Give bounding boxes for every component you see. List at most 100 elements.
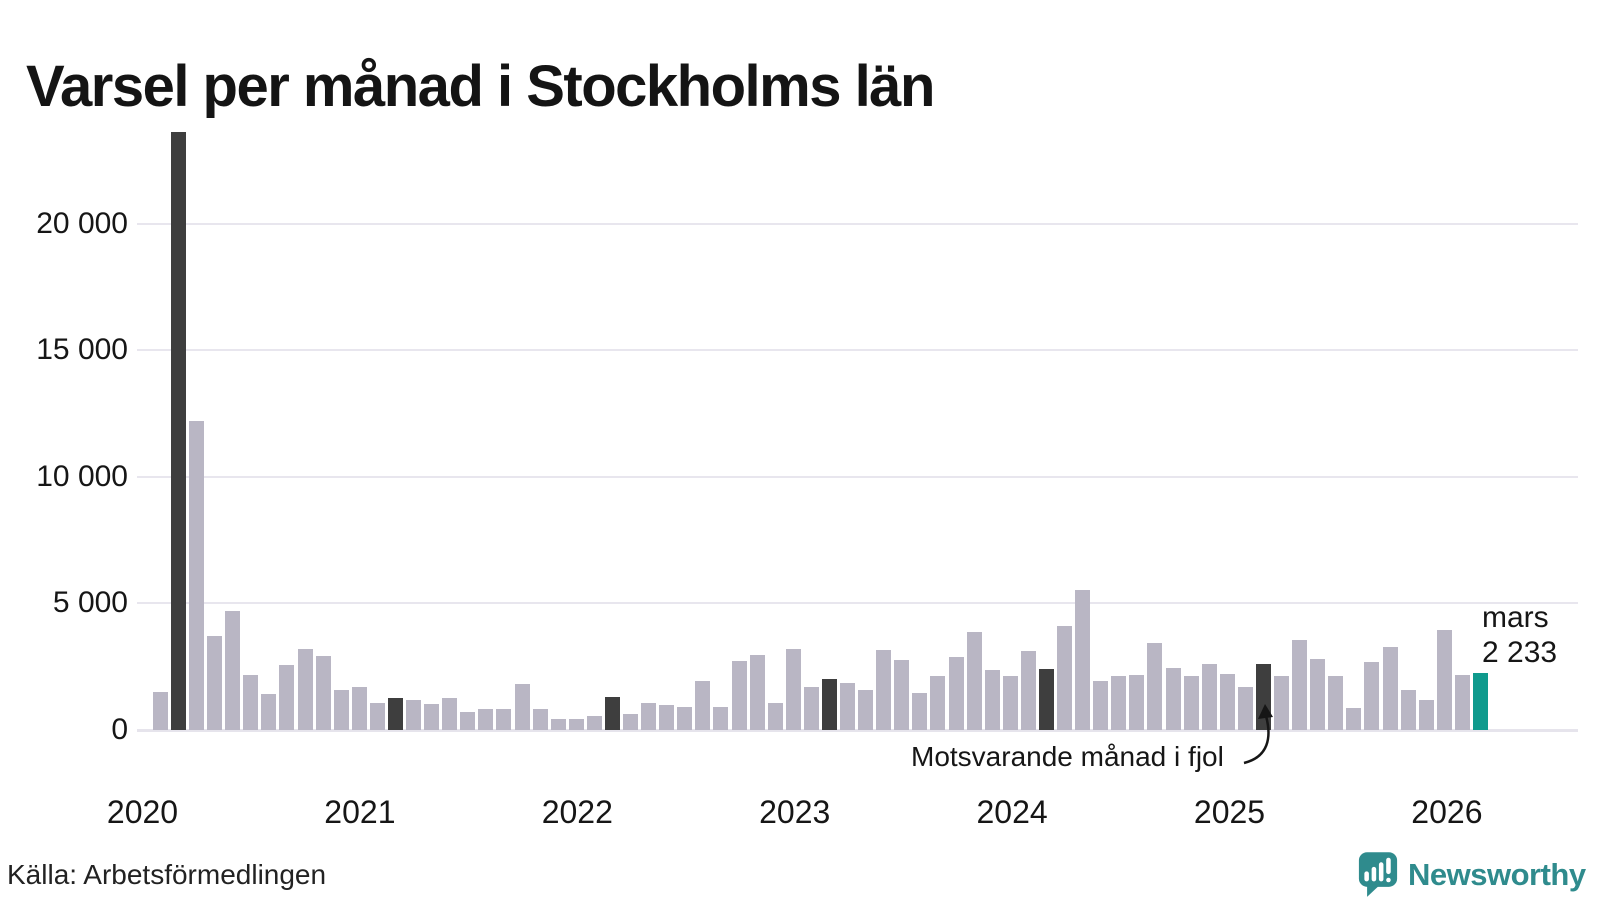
bar-sep-2023 — [930, 676, 946, 730]
bar-sep-2021 — [496, 709, 512, 730]
y-tick-label-5000: 5 000 — [52, 586, 128, 619]
bar-jun-2024 — [1093, 681, 1109, 730]
bar-nov-2020 — [315, 656, 331, 730]
bar-jul-2020 — [243, 675, 259, 730]
bar-okt-2020 — [297, 648, 313, 730]
bar-jan-2026 — [1436, 629, 1452, 730]
x-tick-label-2025: 2025 — [1193, 794, 1266, 830]
bar-sep-2020 — [279, 665, 295, 730]
bar-apr-2021 — [406, 700, 422, 730]
annotation-last-year: Motsvarande månad i fjol — [911, 741, 1224, 772]
bar-aug-2022 — [695, 681, 711, 730]
bar-dec-2023 — [984, 670, 1000, 730]
bar-aug-2025 — [1346, 708, 1362, 730]
bar-aug-2021 — [478, 709, 494, 730]
newsworthy-logo: Newsworthy — [1358, 851, 1598, 899]
bar-mar-2024 — [1038, 668, 1054, 730]
x-tick-label-2026: 2026 — [1411, 794, 1483, 830]
bar-feb-2021 — [369, 702, 385, 730]
bar-jun-2025 — [1310, 658, 1326, 730]
x-tick-label-2021: 2021 — [324, 794, 396, 830]
bar-jan-2025 — [1219, 673, 1235, 730]
bar-apr-2022 — [623, 714, 639, 730]
bar-nov-2022 — [749, 654, 765, 730]
bar-jul-2022 — [677, 706, 693, 730]
bar-mar-2026 — [1472, 673, 1488, 730]
bar-jun-2023 — [876, 649, 892, 730]
bar-jul-2021 — [460, 711, 476, 730]
bar-mar-2020 — [170, 132, 186, 730]
bar-maj-2021 — [424, 704, 440, 730]
page-title: Varsel per månad i Stockholms län — [26, 53, 935, 119]
gridline-20000 — [137, 222, 1578, 225]
bar-maj-2025 — [1292, 639, 1308, 730]
bar-dec-2020 — [333, 690, 349, 730]
bar-feb-2022 — [586, 715, 602, 730]
bar-jun-2020 — [225, 610, 241, 730]
bar-feb-2024 — [1020, 651, 1036, 730]
bar-jan-2024 — [1002, 676, 1018, 730]
current-month-value: 2 233 — [1482, 636, 1558, 669]
x-tick-label-2023: 2023 — [759, 794, 831, 830]
bar-sep-2025 — [1364, 662, 1380, 730]
bar-okt-2023 — [948, 657, 964, 730]
bar-maj-2022 — [641, 702, 657, 730]
bar-jan-2022 — [568, 719, 584, 730]
bar-aug-2024 — [1129, 675, 1145, 730]
bar-feb-2020 — [152, 691, 168, 730]
bar-apr-2020 — [189, 420, 205, 730]
y-tick-label-20000: 20 000 — [36, 206, 128, 240]
x-tick-label-2020: 2020 — [106, 794, 179, 830]
bar-jun-2022 — [659, 705, 675, 730]
bar-nov-2021 — [532, 709, 548, 730]
bar-okt-2022 — [731, 661, 747, 730]
bar-sep-2024 — [1147, 643, 1163, 730]
bar-feb-2025 — [1237, 686, 1253, 730]
bar-okt-2025 — [1382, 647, 1398, 730]
current-month-value-label: mars 2 233 — [1482, 600, 1557, 670]
bar-maj-2024 — [1075, 590, 1091, 730]
bar-apr-2023 — [840, 682, 856, 730]
source-caption: Källa: Arbetsförmedlingen — [7, 859, 327, 890]
bar-jul-2024 — [1111, 676, 1127, 730]
bar-jul-2025 — [1328, 676, 1344, 730]
bar-aug-2023 — [912, 692, 928, 730]
bar-sep-2022 — [713, 706, 729, 730]
bar-dec-2025 — [1418, 700, 1434, 730]
gridline-10000 — [137, 475, 1578, 478]
bar-apr-2025 — [1274, 676, 1290, 730]
y-tick-label-0: 0 — [111, 712, 128, 746]
newsworthy-wordmark: Newsworthy — [1408, 857, 1586, 892]
gridline-15000 — [137, 349, 1578, 351]
bar-mar-2023 — [821, 678, 837, 730]
bar-nov-2023 — [966, 632, 982, 730]
bar-aug-2020 — [261, 694, 277, 730]
bar-jul-2023 — [894, 659, 910, 730]
annotation-arrow-icon — [1243, 704, 1273, 765]
x-tick-label-2022: 2022 — [541, 794, 613, 830]
bar-feb-2023 — [803, 686, 819, 730]
bar-dec-2022 — [767, 702, 783, 730]
gridline-5000 — [137, 602, 1578, 604]
bar-jan-2023 — [785, 648, 801, 730]
x-tick-label-2024: 2024 — [976, 794, 1048, 830]
y-tick-label-10000: 10 000 — [36, 459, 128, 493]
speech-bubble-barchart-icon — [1358, 852, 1398, 897]
bar-jun-2021 — [442, 697, 458, 730]
bar-jan-2021 — [351, 686, 367, 730]
y-tick-label-15000: 15 000 — [36, 333, 128, 366]
bar-maj-2023 — [858, 690, 874, 730]
bar-nov-2024 — [1183, 676, 1199, 730]
bar-dec-2024 — [1201, 663, 1217, 730]
gridline-0 — [137, 728, 1578, 732]
bar-dec-2021 — [550, 719, 566, 730]
bar-maj-2020 — [207, 635, 223, 730]
bar-feb-2026 — [1454, 675, 1470, 730]
bar-mar-2022 — [604, 696, 620, 730]
bar-nov-2025 — [1400, 690, 1416, 730]
bar-apr-2024 — [1057, 625, 1073, 730]
current-month-name: mars — [1482, 601, 1549, 634]
bar-okt-2024 — [1165, 667, 1181, 730]
